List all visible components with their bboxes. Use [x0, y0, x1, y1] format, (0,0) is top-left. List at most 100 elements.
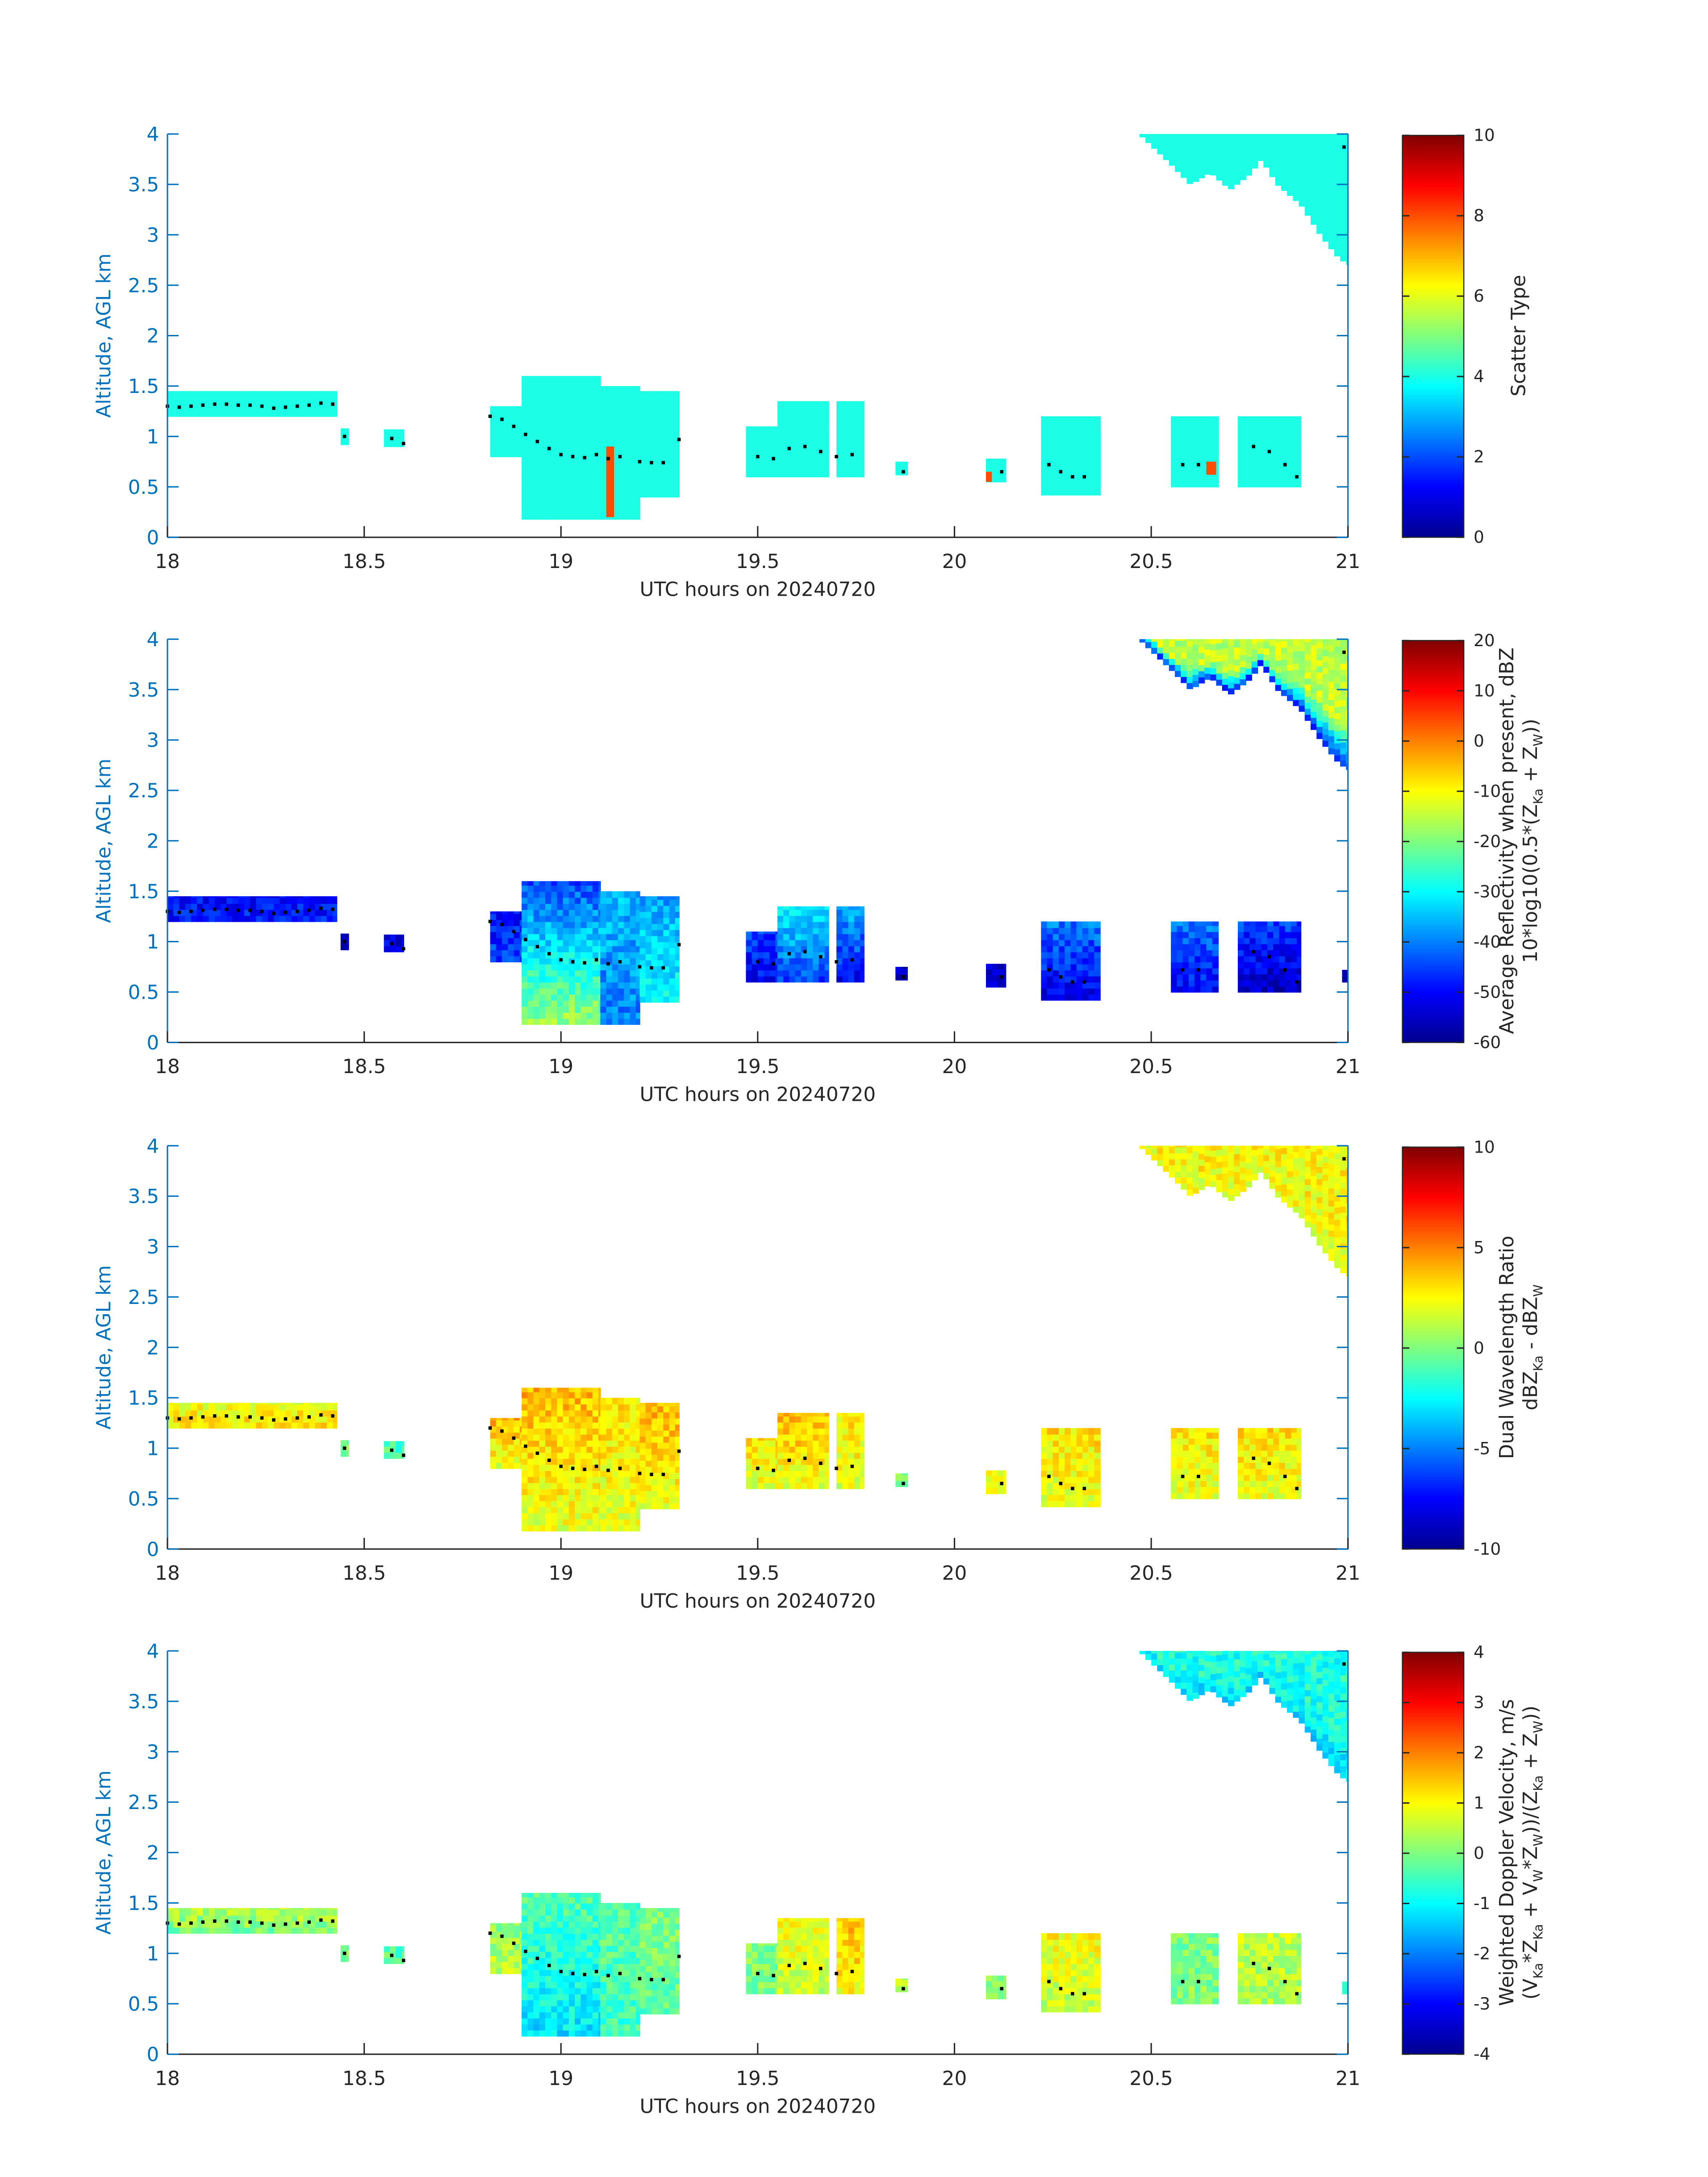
- heatmap-cell: [1222, 639, 1229, 643]
- heatmap-cell: [624, 1494, 631, 1501]
- heatmap-cell: [775, 452, 778, 460]
- heatmap-cell: [813, 1440, 819, 1447]
- heatmap-cell: [1263, 134, 1270, 138]
- heatmap-cell: [1204, 661, 1211, 668]
- heatmap-cell: [1346, 252, 1349, 259]
- heatmap-cell: [669, 1502, 676, 1509]
- heatmap-cell: [1240, 137, 1246, 144]
- heatmap-cell: [1171, 426, 1178, 433]
- heatmap-cell: [238, 897, 245, 904]
- heatmap-cell: [1222, 155, 1229, 162]
- heatmap-cell: [551, 422, 558, 429]
- heatmap-cell: [612, 1006, 619, 1013]
- cloud-base-point: [248, 908, 252, 912]
- heatmap-cell: [1311, 218, 1317, 225]
- heatmap-cell: [624, 940, 631, 946]
- heatmap-cell: [624, 452, 631, 460]
- heatmap-cell: [1340, 206, 1347, 213]
- heatmap-cell: [1182, 937, 1190, 944]
- heatmap-cell: [575, 428, 581, 435]
- heatmap-cell: [1047, 940, 1054, 946]
- heatmap-cell: [1328, 236, 1335, 243]
- heatmap-cell: [1287, 134, 1294, 136]
- heatmap-cell: [645, 400, 652, 407]
- heatmap-cell: [1052, 1458, 1060, 1465]
- heatmap-cell: [1240, 654, 1246, 661]
- heatmap-cell: [533, 1416, 540, 1423]
- heatmap-cell: [244, 391, 251, 393]
- heatmap-cell: [675, 485, 680, 492]
- heatmap-cell: [1244, 468, 1250, 476]
- heatmap-cell: [824, 1422, 829, 1429]
- heatmap-cell: [1267, 438, 1274, 445]
- heatmap-cell: [1346, 709, 1349, 716]
- heatmap-cell: [262, 1410, 268, 1417]
- heatmap-cell: [539, 994, 546, 1001]
- heatmap-cell: [618, 471, 625, 477]
- heatmap-cell: [575, 1482, 581, 1489]
- heatmap-cell: [1257, 653, 1264, 660]
- heatmap-cell: [630, 1470, 636, 1477]
- heatmap-cell: [1206, 475, 1213, 481]
- heatmap-cell: [612, 434, 619, 441]
- heatmap-cell: [502, 438, 509, 445]
- heatmap-cell: [592, 1446, 599, 1453]
- heatmap-cell: [795, 1464, 802, 1471]
- heatmap-cell: [592, 903, 599, 910]
- heatmap-cell: [545, 994, 552, 1001]
- heatmap-cell: [1047, 982, 1054, 989]
- heatmap-cell: [384, 940, 391, 946]
- heatmap-cell: [1186, 135, 1193, 142]
- heatmap-cell: [1238, 986, 1244, 993]
- heatmap-cell: [568, 1476, 576, 1483]
- heatmap-cell: [580, 513, 587, 520]
- heatmap-cell: [1299, 681, 1306, 688]
- heatmap-cell: [1328, 152, 1335, 159]
- heatmap-cell: [545, 501, 552, 508]
- heatmap-cell: [1200, 974, 1207, 981]
- heatmap-cell: [598, 1476, 601, 1483]
- heatmap-cell: [551, 1464, 558, 1471]
- heatmap-cell: [563, 885, 570, 892]
- heatmap-cell: [527, 1434, 534, 1441]
- heatmap-cell: [1204, 649, 1211, 656]
- heatmap-cell: [1316, 672, 1323, 679]
- heatmap-cell: [1052, 489, 1060, 496]
- heatmap-cell: [545, 945, 552, 953]
- heatmap-cell: [527, 428, 534, 435]
- heatmap-cell: [813, 1434, 819, 1441]
- heatmap-cell: [545, 1470, 552, 1477]
- heatmap-cell: [551, 1422, 558, 1429]
- heatmap-cell: [1177, 481, 1183, 488]
- cloud-base-point: [756, 455, 760, 459]
- heatmap-cell: [1222, 642, 1229, 649]
- heatmap-cell: [752, 1482, 759, 1489]
- heatmap-cell: [777, 921, 784, 928]
- heatmap-cell: [1240, 666, 1246, 673]
- heatmap-cell: [1065, 994, 1071, 1001]
- heatmap-cell: [789, 464, 796, 472]
- heatmap-cell: [598, 885, 601, 892]
- heatmap-cell: [514, 450, 520, 457]
- cloud-base-point: [571, 960, 575, 964]
- heatmap-cell: [1328, 687, 1335, 694]
- cloud-base-point: [524, 938, 527, 941]
- heatmap-cell: [639, 1442, 646, 1449]
- heatmap-cell: [795, 1412, 802, 1417]
- heatmap-cell: [533, 891, 540, 898]
- heatmap-cell: [764, 945, 770, 953]
- heatmap-cell: [1255, 932, 1262, 938]
- heatmap-cell: [801, 434, 808, 441]
- heatmap-cell: [669, 391, 676, 395]
- heatmap-cell: [612, 440, 619, 447]
- heatmap-cell: [1322, 698, 1329, 705]
- heatmap-cell: [568, 495, 576, 502]
- heatmap-cell: [1210, 668, 1217, 675]
- heatmap-cell: [783, 1412, 790, 1417]
- heatmap-cell: [1340, 224, 1347, 231]
- heatmap-cell: [502, 444, 509, 451]
- heatmap-cell: [563, 1500, 570, 1508]
- heatmap-cell: [1275, 660, 1282, 667]
- heatmap-cell: [232, 897, 239, 904]
- heatmap-cell: [635, 513, 640, 520]
